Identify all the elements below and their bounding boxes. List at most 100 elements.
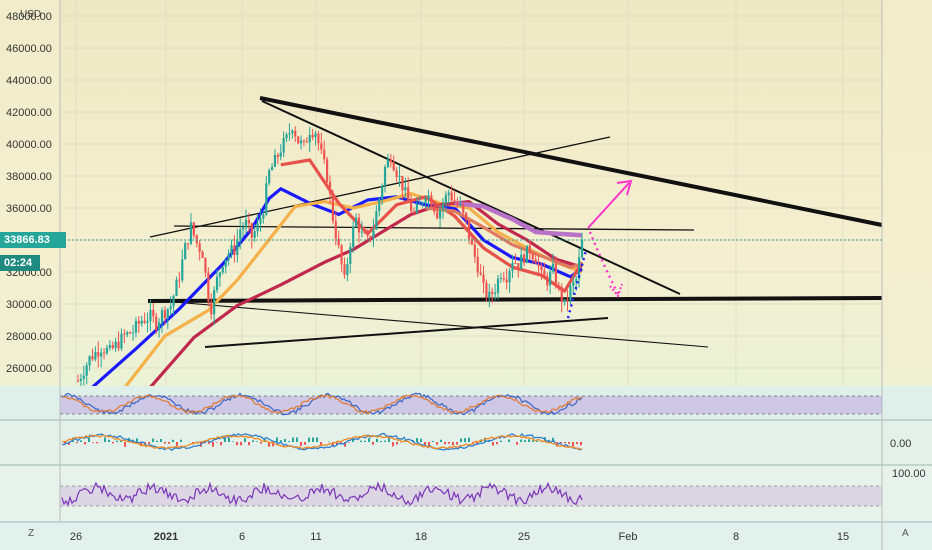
candle-body — [323, 149, 326, 160]
candle-body — [479, 272, 482, 275]
macd-histogram-bar — [568, 442, 570, 444]
macd-histogram-bar — [364, 440, 366, 442]
candle-body — [314, 133, 317, 138]
candle-body — [117, 341, 120, 349]
candle-body — [508, 270, 511, 283]
candle-body — [265, 183, 268, 215]
candle-body — [242, 227, 245, 230]
candle-body — [459, 203, 462, 205]
candle-body — [311, 134, 314, 138]
candle-body — [181, 259, 184, 281]
macd-histogram-bar — [336, 442, 338, 446]
candle-body — [331, 193, 334, 221]
candle-body — [410, 202, 413, 212]
candle-body — [224, 259, 227, 267]
candle-body — [328, 181, 332, 194]
macd-histogram-bar — [276, 437, 278, 442]
candle-body — [456, 202, 459, 205]
candle-body — [421, 202, 424, 204]
auto-zoom-button[interactable]: Z — [28, 528, 35, 539]
candle-body — [126, 332, 129, 335]
macd-histogram-bar — [564, 442, 566, 444]
macd-histogram-bar — [552, 437, 554, 442]
candle-body — [482, 274, 485, 283]
candle-body — [134, 320, 138, 333]
macd-histogram-bar — [372, 442, 374, 445]
candle-body — [395, 170, 398, 178]
macd-histogram-bar — [428, 442, 430, 446]
candle-body — [143, 320, 146, 323]
candle-body — [543, 270, 546, 277]
candle-body — [383, 167, 387, 186]
candle-body — [192, 222, 195, 236]
candle-body — [94, 351, 97, 360]
candle-body — [297, 136, 300, 144]
descending-trendline — [261, 100, 681, 295]
candle-body — [326, 159, 329, 182]
candle-body — [282, 138, 285, 153]
candle-body — [308, 134, 311, 143]
candle-body — [120, 333, 123, 349]
macd-histogram-bar — [368, 438, 370, 442]
x-tick-label: 18 — [415, 531, 427, 543]
candle-body — [502, 277, 505, 280]
macd-histogram-bar — [64, 442, 66, 444]
candle-body — [279, 152, 282, 157]
candle-body — [540, 266, 543, 271]
candle-body — [349, 247, 352, 264]
moving-average-ma_purple — [454, 200, 583, 238]
candle-body — [218, 272, 222, 277]
candle-body — [346, 263, 349, 275]
macd-histogram-bar — [304, 442, 306, 445]
candle-body — [149, 310, 152, 322]
countdown-tag: 02:24 — [0, 255, 40, 271]
y-tick-label: 46000.00 — [6, 43, 52, 55]
candle-body — [213, 290, 216, 315]
candles — [76, 123, 584, 387]
horizontal-support-line — [147, 296, 883, 303]
lower-support-line — [204, 317, 609, 348]
macd-histogram-bar — [248, 442, 250, 446]
macd-histogram-bar — [524, 440, 526, 442]
macd-histogram-bar — [212, 442, 214, 447]
candle-body — [210, 301, 213, 315]
macd-histogram-bar — [268, 442, 270, 447]
candle-body — [496, 278, 500, 293]
candle-body — [340, 245, 343, 265]
auto-scale-button[interactable]: A — [902, 528, 909, 539]
candle-body — [438, 209, 442, 219]
candle-body — [100, 352, 103, 357]
macd-histogram-bar — [528, 439, 530, 442]
macd-histogram-bar — [416, 437, 418, 442]
candle-body — [184, 243, 187, 260]
y-tick-label: 28000.00 — [6, 331, 52, 343]
candle-body — [357, 217, 361, 233]
candle-body — [189, 222, 193, 244]
candle-body — [569, 285, 572, 301]
macd-histogram-bar — [244, 438, 246, 442]
x-axis: 26 2021 6 11 18 25 Feb 8 15 — [70, 531, 849, 543]
macd-histogram-bar — [388, 437, 390, 442]
candle-body — [82, 375, 85, 379]
macd-histogram-bar — [300, 442, 302, 446]
up-projection-arrow — [587, 182, 630, 229]
projection-arrows — [566, 179, 633, 319]
last-price-tag: 33866.83 — [0, 232, 66, 248]
macd-histogram-bar — [220, 442, 222, 446]
candle-body — [146, 321, 149, 323]
macd-histogram-bar — [92, 442, 94, 443]
macd-histogram-bar — [260, 442, 262, 444]
y-tick-label: 26000.00 — [6, 363, 52, 375]
stoch-rsi-panel — [0, 386, 932, 420]
macd-histogram-bar — [320, 442, 322, 446]
candle-body — [256, 223, 259, 232]
upper-resistance-line — [259, 96, 883, 227]
candle-body — [415, 203, 418, 213]
macd-histogram-bar — [432, 440, 434, 442]
candle-body — [525, 245, 529, 263]
candle-body — [201, 251, 204, 259]
candle-body — [580, 239, 584, 258]
candle-body — [488, 291, 491, 298]
candle-body — [79, 378, 82, 381]
